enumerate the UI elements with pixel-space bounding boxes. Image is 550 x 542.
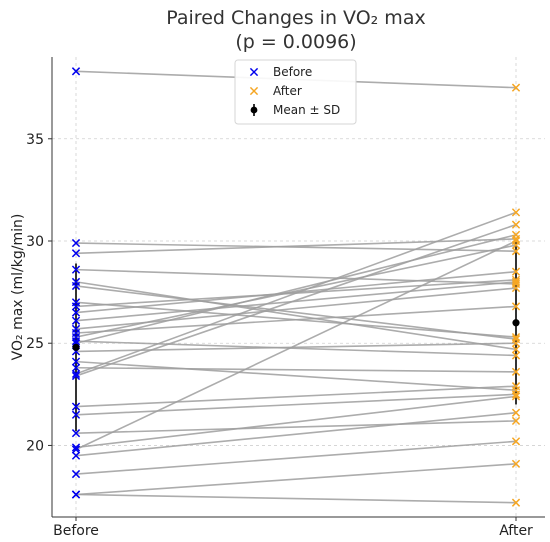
pair-line	[75, 411, 517, 457]
legend-marker-before	[249, 67, 259, 77]
pair-line	[75, 493, 517, 504]
after-point	[511, 332, 521, 342]
legend-label: After	[273, 84, 302, 98]
y-tick-label: 30	[26, 234, 44, 250]
y-tick-label: 35	[26, 132, 44, 148]
after-point	[511, 230, 521, 239]
after-point	[511, 247, 521, 256]
before-point	[71, 337, 81, 346]
mean-point	[72, 343, 80, 351]
after-point	[511, 351, 521, 360]
legend-label: Mean ± SD	[273, 103, 340, 117]
y-tick-label: 20	[26, 438, 44, 454]
before-point	[71, 451, 81, 460]
x-tick-label: Before	[53, 523, 99, 539]
before-point	[71, 402, 81, 411]
before-point	[71, 357, 81, 366]
after-point	[511, 390, 521, 399]
legend: Before After Mean ± SD	[234, 59, 357, 125]
pair-line	[75, 385, 517, 408]
chart-title: Paired Changes in VO₂ max	[166, 7, 425, 29]
mean-point	[512, 319, 520, 327]
pair-line	[75, 238, 517, 255]
before-point	[71, 363, 81, 372]
after-point	[511, 498, 521, 507]
pair-line	[75, 211, 517, 375]
x-tick-label: After	[499, 523, 533, 539]
pair-line	[75, 268, 517, 285]
legend-label: Before	[273, 65, 312, 79]
y-tick-label: 25	[26, 336, 44, 352]
after-point	[511, 267, 521, 276]
pair-line	[75, 360, 517, 392]
after-point	[511, 408, 521, 417]
pair-line	[75, 440, 517, 475]
before-point	[71, 443, 81, 452]
after-point	[511, 459, 521, 468]
pair-line	[75, 281, 517, 351]
pair-line	[75, 285, 517, 340]
before-point	[71, 369, 81, 379]
after-point	[511, 83, 521, 92]
pair-line	[75, 223, 517, 377]
pair-line	[75, 244, 517, 338]
legend-marker-after	[249, 86, 259, 96]
after-point	[511, 283, 521, 293]
after-point	[511, 277, 521, 287]
pair-line	[75, 366, 517, 373]
before-point	[71, 490, 81, 499]
after-point	[511, 437, 521, 446]
pair-line	[75, 340, 517, 357]
before-point	[71, 281, 81, 291]
after-point	[511, 208, 521, 217]
before-point	[71, 308, 81, 317]
y-axis-label: VO₂ max (ml/kg/min)	[10, 214, 26, 361]
before-point	[71, 249, 81, 258]
before-point	[71, 265, 81, 274]
legend-marker-mean	[250, 106, 258, 114]
pair-line	[75, 234, 517, 344]
before-point	[71, 316, 81, 325]
pair-line	[75, 305, 517, 334]
after-point	[511, 345, 521, 354]
before-point	[71, 238, 81, 248]
before-point	[71, 469, 81, 479]
pair-line	[75, 281, 517, 322]
before-point	[71, 429, 81, 438]
before-point	[71, 371, 81, 381]
plot-area: 20 25 30 35 Before After	[26, 57, 545, 539]
after-point	[511, 302, 521, 311]
after-point	[511, 275, 521, 284]
pair-line	[75, 393, 517, 416]
after-point	[511, 382, 521, 391]
before-point	[71, 302, 81, 311]
pair-line	[75, 420, 517, 434]
chart-subtitle: (p = 0.0096)	[235, 31, 356, 53]
after-point	[511, 220, 521, 229]
after-point	[511, 416, 521, 426]
pair-line	[75, 240, 517, 451]
pair-line	[75, 463, 517, 496]
pair-line	[75, 270, 517, 314]
before-point	[71, 445, 81, 454]
after-point	[511, 367, 521, 376]
after-point	[511, 339, 521, 348]
after-point	[511, 236, 521, 246]
after-point	[511, 392, 521, 401]
pair-line	[75, 395, 517, 449]
before-point	[71, 410, 81, 419]
legend-box	[234, 59, 357, 125]
before-point	[71, 67, 81, 76]
